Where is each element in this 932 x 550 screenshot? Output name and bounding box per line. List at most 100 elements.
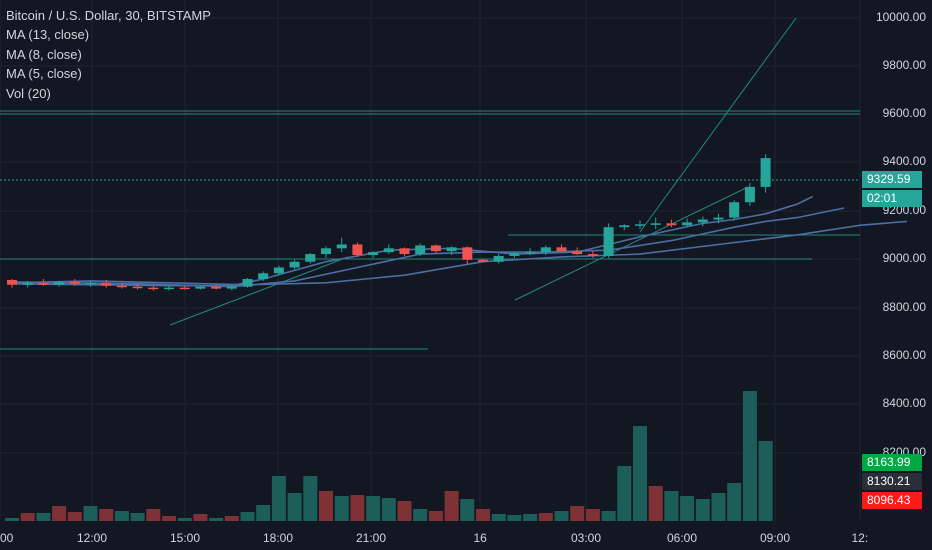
volume-bar-12 [193,514,208,521]
volume-mid-tag: 8130.21 [862,473,922,490]
volume-bar-24 [381,498,396,521]
volume-bar-0 [5,518,19,521]
volume-bar-29 [460,499,475,521]
candle-body-2 [38,282,49,285]
time-tick-label: 16 [473,531,487,545]
candle-body-19 [305,254,316,262]
candle-body-11 [179,287,190,290]
volume-bar-2 [36,513,51,521]
volume-bar-38 [601,511,616,521]
volume-bar-37 [585,509,600,521]
volume-bar-3 [52,506,67,521]
volume-bar-10 [162,516,176,521]
candle-body-14 [226,286,237,289]
volume-bar-32 [507,515,522,521]
volume-bar-27 [428,511,443,521]
ma-line-1 [11,207,845,288]
symbol-title[interactable]: Bitcoin / U.S. Dollar, 30, BITSTAMP [6,8,211,23]
time-tick-label: 15:00 [170,531,201,545]
candle-body-34 [540,247,551,253]
trendline-1 [169,256,349,326]
volume-bar-33 [523,514,538,521]
volume-bar-5 [83,506,98,521]
candle-body-26 [415,245,426,255]
price-tick-label: 9400.00 [882,154,926,168]
volume-bar-42 [664,491,679,521]
candle-body-9 [148,287,159,290]
candle-body-3 [54,281,65,285]
time-tick-label: 12:00 [77,531,108,545]
candle-body-27 [430,245,441,252]
volume-bar-47 [742,391,757,521]
time-tick-label: 00 [0,531,14,545]
volume-bar-34 [538,513,553,521]
price-tick-label: 8600.00 [882,348,926,362]
volume-bar-11 [177,518,192,521]
trendline-2 [514,186,749,301]
candle-body-33 [525,252,536,254]
volume-bar-30 [476,509,490,521]
volume-bar-26 [413,509,428,521]
candle-body-0 [7,279,17,285]
candle-body-30 [478,259,488,262]
volume-bar-9 [146,509,161,521]
volume-bar-36 [570,506,585,521]
candle-body-47 [744,186,755,203]
volume-bar-35 [554,511,569,521]
price-tick-label: 8800.00 [882,300,926,314]
price-tick-label: 9800.00 [882,58,926,72]
time-tick-label: 06:00 [667,531,698,545]
volume-bar-20 [319,491,333,521]
volume-bar-44 [695,499,710,521]
volume-bar-13 [209,518,224,521]
volume-bar-22 [350,495,365,521]
volume-bar-17 [271,476,286,521]
candle-body-18 [289,261,300,268]
price-tick-label: 9600.00 [882,106,926,120]
candle-body-38 [603,227,614,256]
candle-body-42 [666,223,677,226]
volume-bar-21 [334,496,349,521]
indicator-ma13[interactable]: MA (13, close) [6,27,90,43]
volume-bar-7 [114,511,129,521]
candle-body-20 [321,248,331,255]
volume-bar-46 [727,483,742,521]
candle-body-28 [446,247,457,252]
candle-body-6 [101,282,112,286]
time-tick-label: 09:00 [760,531,791,545]
candle-body-5 [85,282,96,285]
time-tick-label: 21:00 [356,531,387,545]
indicator-ma5[interactable]: MA (5, close) [6,66,82,82]
indicator-vol[interactable]: Vol (20) [6,85,51,101]
candle-body-10 [164,287,174,290]
trendline-3 [639,17,797,233]
ma-line-2 [11,195,814,287]
volume-low-tag: 8096.43 [862,492,922,509]
price-tick-label: 10000.00 [875,10,926,24]
candle-body-22 [352,244,363,256]
candle-body-25 [399,248,410,255]
volume-bar-4 [67,512,82,521]
price-tick-label: 9000.00 [882,251,926,265]
volume-high-tag: 8163.99 [862,454,922,471]
candle-body-48 [760,158,771,187]
candle-body-46 [729,202,740,218]
candle-body-29 [462,247,473,260]
volume-bar-41 [648,486,663,521]
candle-body-43 [682,222,693,226]
countdown-tag: 02:01 [862,190,922,207]
last-price-tag: 9329.59 [862,171,922,188]
candle-body-44 [697,219,708,223]
volume-bar-25 [397,501,412,521]
volume-bar-43 [680,496,695,521]
time-tick-label: 12: [851,531,869,545]
indicator-ma8[interactable]: MA (8, close) [6,46,82,62]
volume-bar-48 [758,441,773,521]
volume-bar-18 [287,493,302,521]
candle-body-16 [258,273,269,280]
candle-body-23 [368,252,379,256]
candle-body-36 [572,251,583,255]
candle-body-24 [383,248,394,253]
volume-bar-19 [303,476,318,521]
